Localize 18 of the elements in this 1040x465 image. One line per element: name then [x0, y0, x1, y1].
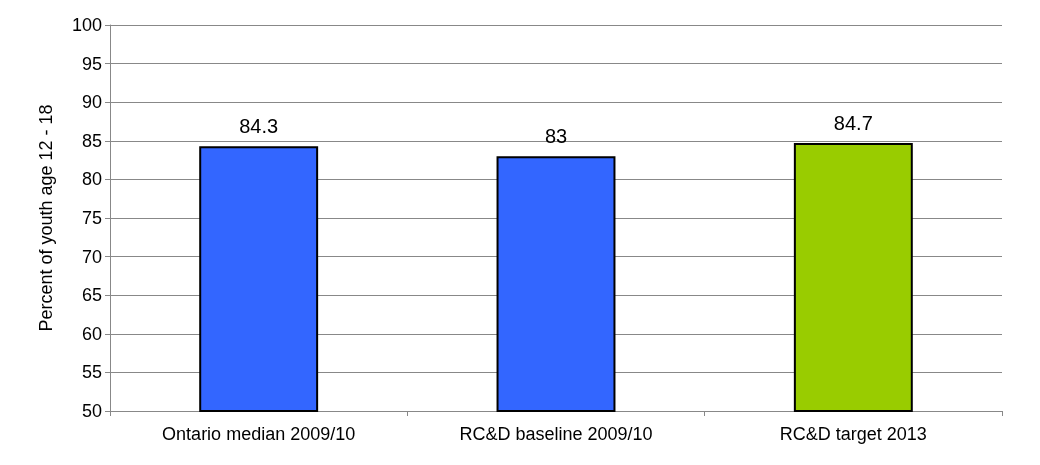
- y-tick-label: 100: [71, 15, 102, 35]
- y-tick-label: 70: [81, 246, 102, 267]
- y-tick-label: 90: [81, 92, 102, 113]
- y-tick-label: 50: [81, 401, 102, 421]
- data-label: 84.7: [833, 112, 873, 135]
- y-tick-label: 60: [81, 323, 102, 344]
- x-tick-label: Ontario median 2009/10: [162, 424, 356, 444]
- y-tick-label: 85: [81, 130, 102, 151]
- y-tick-label: 80: [81, 169, 102, 190]
- data-label: 83: [544, 125, 568, 148]
- y-tick-label: 65: [81, 285, 102, 306]
- y-tick-label: 95: [81, 53, 102, 74]
- x-tick-label: RC&D baseline 2009/10: [459, 424, 653, 444]
- data-label: 84.3: [239, 115, 279, 138]
- x-tick-label: RC&D target 2013: [779, 424, 927, 444]
- y-tick-label: 55: [81, 362, 102, 383]
- y-tick-label: 75: [81, 208, 102, 228]
- y-axis-title: Percent of youth age 12 - 18: [36, 104, 56, 332]
